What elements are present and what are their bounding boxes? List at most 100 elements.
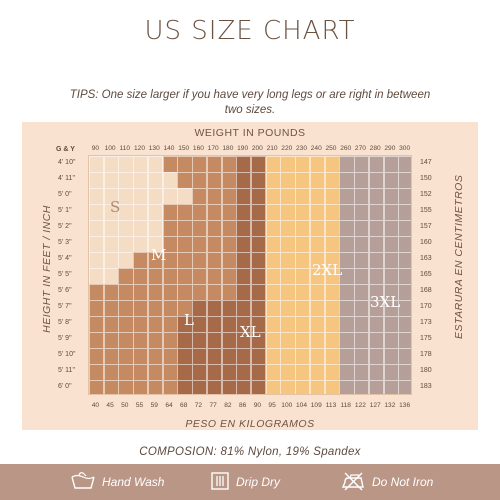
grid-cell: [236, 348, 252, 365]
grid-cell: [265, 316, 281, 333]
grid-cell: [133, 156, 149, 173]
grid-cell: [236, 236, 252, 253]
grid-cell: [103, 236, 119, 253]
size-label-s: S: [110, 198, 121, 216]
grid-cell: [147, 156, 164, 173]
pound-tick: 190: [237, 145, 249, 152]
grid-cell: [177, 236, 193, 253]
grid-cell: [295, 156, 311, 173]
grid-cell: [324, 316, 340, 333]
pound-tick: 140: [163, 145, 175, 152]
grid-cell: [368, 252, 385, 269]
grid-cell: [354, 156, 370, 173]
grid-cell: [133, 348, 149, 365]
grid-cell: [192, 156, 208, 173]
grid-cell: [265, 380, 281, 394]
kilogram-tick: 109: [310, 402, 322, 409]
grid-cell: [177, 348, 193, 365]
grid-cell: [354, 284, 370, 301]
grid-cell: [118, 172, 134, 189]
grid-cell: [206, 252, 223, 269]
grid-cell: [118, 156, 134, 173]
kilogram-tick: 132: [384, 402, 396, 409]
grid-cell: [206, 204, 223, 221]
grid-cell: [354, 348, 370, 365]
grid-cell: [265, 236, 281, 253]
grid-cell: [133, 332, 149, 349]
height-ft-tick: 5' 11": [58, 367, 75, 374]
hand-wash-icon: [70, 471, 102, 494]
grid-cell: [89, 332, 105, 349]
grid-cell: [147, 268, 164, 285]
grid-cell: [398, 348, 411, 365]
grid-cell: [280, 332, 296, 349]
pound-tick: 100: [104, 145, 116, 152]
kilogram-tick: 136: [399, 402, 411, 409]
grid-cell: [147, 204, 164, 221]
grid-cell: [324, 332, 340, 349]
grid-cell: [383, 364, 399, 381]
grid-cell: [265, 188, 281, 205]
grid-cell: [324, 188, 340, 205]
grid-cell: [295, 284, 311, 301]
grid-cell: [177, 204, 193, 221]
grid-cell: [265, 156, 281, 173]
height-cm-tick: 180: [420, 367, 432, 374]
height-cm-label: ESTARURA EN CENTIMETROS: [453, 174, 465, 339]
grid-cell: [118, 380, 134, 394]
grid-cell: [103, 268, 119, 285]
grid-cell: [89, 172, 105, 189]
grid-cell: [354, 268, 370, 285]
grid-cell: [147, 332, 164, 349]
grid-cell: [280, 236, 296, 253]
grid-cell: [162, 364, 178, 381]
grid-cell: [162, 172, 178, 189]
grid-cell: [118, 204, 134, 221]
size-label-2xl: 2XL: [312, 261, 343, 279]
grid-cell: [133, 220, 149, 237]
pound-tick: 280: [369, 145, 381, 152]
pound-tick: 200: [251, 145, 263, 152]
grid-cell: [309, 284, 326, 301]
grid-cell: [206, 188, 223, 205]
grid-cell: [221, 156, 237, 173]
grid-cell: [398, 284, 411, 301]
grid-cell: [324, 300, 340, 317]
height-ft-tick: 4' 11": [58, 175, 75, 182]
grid-cell: [192, 188, 208, 205]
grid-cell: [177, 188, 193, 205]
kilogram-tick: 64: [165, 402, 173, 409]
grid-cell: [309, 300, 326, 317]
grid-cell: [162, 348, 178, 365]
grid-cell: [368, 332, 385, 349]
grid-cell: [368, 348, 385, 365]
grid-cell: [383, 172, 399, 189]
height-cm-tick: 175: [420, 335, 432, 342]
grid-cell: [133, 236, 149, 253]
care-hand-wash: Hand Wash: [70, 464, 164, 500]
grid-cell: [295, 188, 311, 205]
grid-cell: [206, 220, 223, 237]
grid-cell: [280, 268, 296, 285]
grid-cell: [309, 236, 326, 253]
grid-cell: [251, 364, 267, 381]
grid-cell: [206, 300, 223, 317]
grid-cell: [177, 156, 193, 173]
grid-cell: [339, 380, 355, 394]
height-ft-tick: 5' 10": [58, 351, 76, 358]
grid-cell: [295, 364, 311, 381]
grid-cell: [221, 252, 237, 269]
grid-cell: [280, 156, 296, 173]
height-cm-tick: 157: [420, 223, 432, 230]
grid-cell: [147, 364, 164, 381]
grid-cell: [354, 236, 370, 253]
grid-cell: [251, 348, 267, 365]
grid-cell: [354, 204, 370, 221]
grid-cell: [324, 236, 340, 253]
grid-cell: [398, 204, 411, 221]
grid-cell: [236, 252, 252, 269]
grid-cell: [118, 284, 134, 301]
grid-cell: [354, 252, 370, 269]
grid-cell: [295, 348, 311, 365]
grid-cell: [309, 188, 326, 205]
